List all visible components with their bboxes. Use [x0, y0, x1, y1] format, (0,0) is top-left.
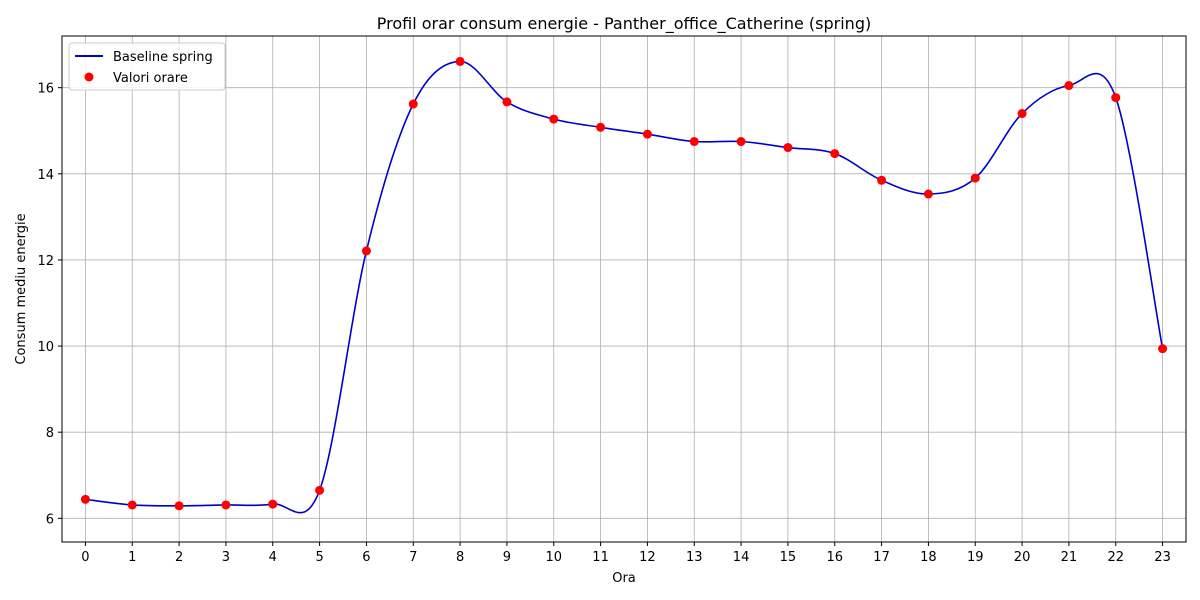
- x-tick-label: 2: [175, 550, 183, 565]
- y-tick-label: 10: [37, 340, 54, 355]
- data-point: [736, 137, 746, 147]
- x-tick-label: 16: [826, 550, 843, 565]
- legend-dot-swatch: [84, 72, 94, 82]
- x-tick-label: 12: [639, 550, 656, 565]
- x-tick-label: 13: [686, 550, 703, 565]
- y-axis-ticks: 6 8 10 12 14 16: [37, 82, 62, 527]
- x-tick-label: 17: [873, 550, 890, 565]
- data-point: [221, 500, 231, 510]
- x-tick-label: 23: [1154, 550, 1171, 565]
- data-point: [783, 143, 793, 153]
- data-point: [877, 175, 887, 185]
- series-points-valori-orare: [80, 56, 1168, 511]
- y-tick-label: 8: [46, 426, 54, 441]
- x-tick-label: 8: [456, 550, 464, 565]
- x-tick-label: 6: [362, 550, 370, 565]
- x-tick-label: 15: [780, 550, 797, 565]
- series-line-baseline-spring: [85, 60, 1164, 514]
- data-point: [642, 129, 652, 139]
- y-axis-label: Consum mediu energie: [14, 213, 29, 364]
- data-point: [970, 173, 980, 183]
- legend-label-baseline: Baseline spring: [113, 50, 213, 65]
- data-point: [80, 494, 90, 504]
- data-point: [596, 122, 606, 132]
- data-point: [408, 99, 418, 109]
- data-point: [1111, 93, 1121, 103]
- y-tick-label: 16: [37, 82, 54, 97]
- data-point: [1017, 109, 1027, 119]
- x-axis-ticks: 0 1 2 3 4 5 6 7 8 9 10 11 12 13 14 15 16 17 18 19 20 21 22 23: [81, 542, 1171, 565]
- x-tick-label: 11: [592, 550, 609, 565]
- x-tick-label: 0: [81, 550, 89, 565]
- legend-box: [68, 42, 226, 91]
- plot-area-frame: [61, 35, 1187, 543]
- x-tick-label: 14: [733, 550, 750, 565]
- legend-label-valori: Valori orare: [113, 71, 188, 86]
- data-point: [549, 114, 559, 124]
- y-tick-label: 6: [46, 512, 54, 527]
- x-tick-label: 19: [967, 550, 984, 565]
- data-point: [127, 500, 137, 510]
- x-tick-label: 5: [315, 550, 323, 565]
- grid: [62, 36, 1186, 542]
- data-point: [315, 485, 325, 495]
- data-point: [174, 501, 184, 511]
- data-point: [1064, 81, 1074, 91]
- x-tick-label: 21: [1061, 550, 1078, 565]
- data-point: [689, 137, 699, 147]
- y-tick-label: 12: [37, 254, 54, 269]
- x-tick-label: 10: [545, 550, 562, 565]
- data-point: [502, 97, 512, 107]
- x-tick-label: 9: [503, 550, 511, 565]
- data-point: [1158, 344, 1168, 354]
- x-tick-label: 4: [269, 550, 277, 565]
- x-axis-label: Ora: [612, 571, 636, 586]
- data-point: [268, 499, 278, 509]
- data-point: [361, 246, 371, 256]
- legend: Baseline spring Valori orare: [68, 42, 226, 91]
- data-point: [830, 149, 840, 159]
- x-tick-label: 3: [222, 550, 230, 565]
- x-tick-label: 20: [1014, 550, 1031, 565]
- x-tick-label: 22: [1107, 550, 1124, 565]
- x-tick-label: 18: [920, 550, 937, 565]
- data-point: [923, 189, 933, 199]
- x-tick-label: 1: [128, 550, 136, 565]
- y-tick-label: 14: [37, 168, 54, 183]
- data-point: [455, 56, 465, 66]
- chart-title: Profil orar consum energie - Panther_off…: [377, 14, 871, 34]
- x-tick-label: 7: [409, 550, 417, 565]
